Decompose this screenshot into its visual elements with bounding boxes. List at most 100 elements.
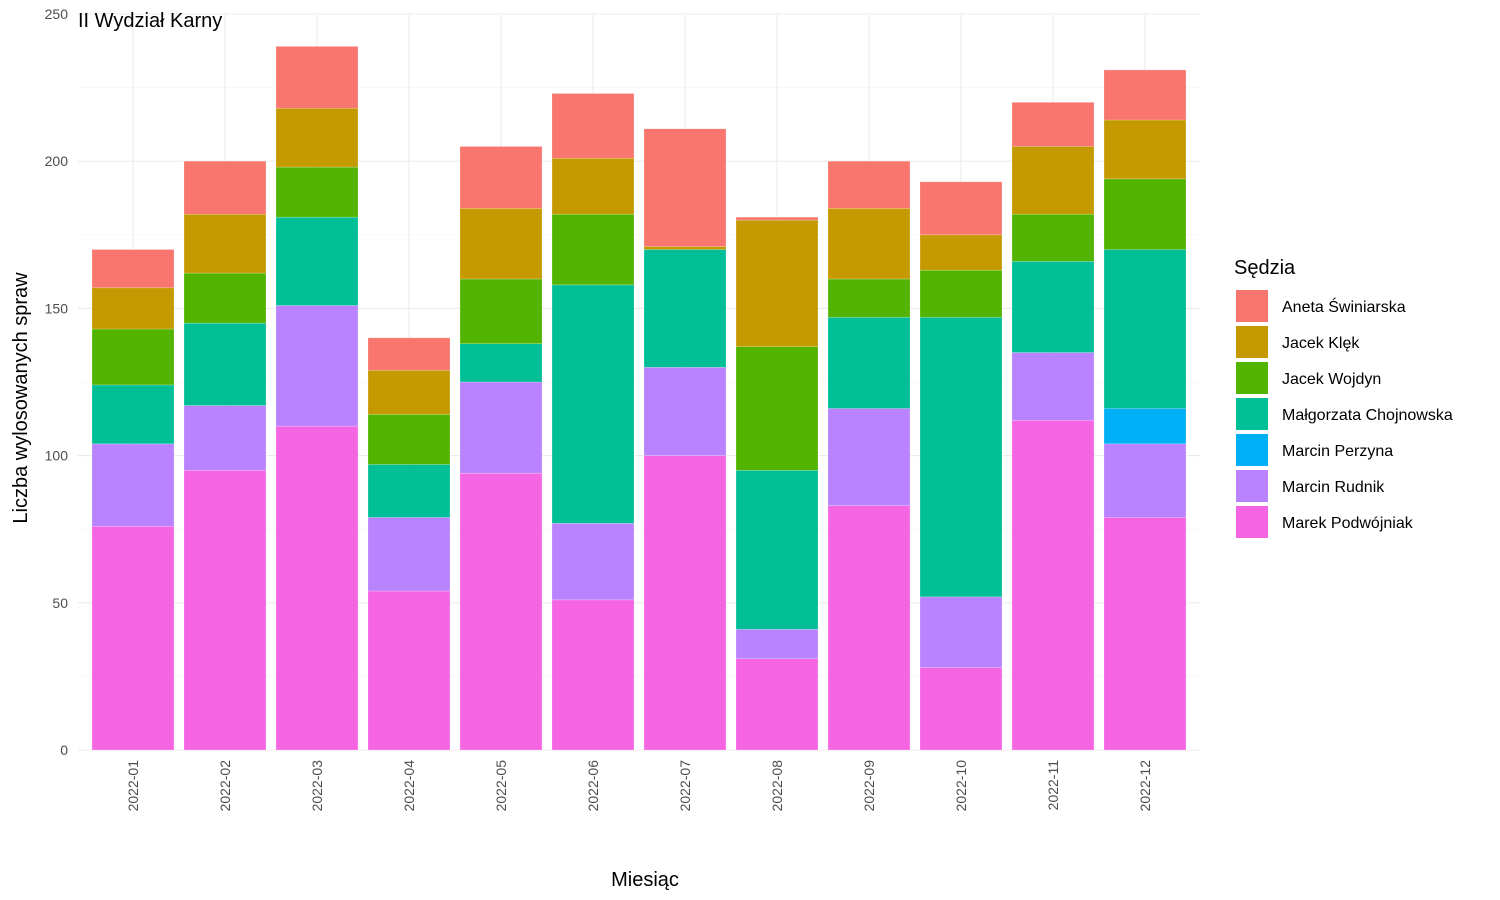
x-tick-label: 2022-01	[125, 760, 141, 812]
bar-segment	[551, 599, 635, 751]
bar-segment	[919, 316, 1003, 598]
bar-segment	[275, 107, 359, 168]
x-axis-ticks: 2022-01 2022-02 2022-03 2022-04 2022-05 2022-…	[125, 760, 1153, 812]
bar-segment	[1011, 260, 1095, 353]
x-tick-label: 2022-09	[861, 760, 877, 812]
y-axis-ticks: 0 50 100 150 200 250	[45, 6, 69, 758]
x-tick-label: 2022-11	[1045, 760, 1061, 811]
y-tick-label: 250	[45, 6, 69, 22]
x-tick-label: 2022-12	[1137, 760, 1153, 812]
bar-segment	[459, 278, 543, 345]
bar-segment	[1103, 178, 1187, 250]
bar-segment	[643, 249, 727, 368]
bar-segment	[275, 425, 359, 751]
y-tick-label: 0	[60, 742, 68, 758]
bar-segment	[1103, 443, 1187, 518]
legend-swatch	[1236, 506, 1268, 538]
bar-segment	[1103, 249, 1187, 409]
bar-segment	[91, 328, 175, 386]
bar-segment	[183, 272, 267, 324]
legend-swatch	[1236, 326, 1268, 358]
bar-segment	[919, 269, 1003, 318]
bar-segment	[643, 128, 727, 247]
x-tick-label: 2022-06	[585, 760, 601, 812]
bar-segment	[827, 278, 911, 318]
x-tick-label: 2022-08	[769, 760, 785, 812]
bar-segment	[459, 343, 543, 383]
bar-segment	[1103, 408, 1187, 445]
bar-segment	[183, 160, 267, 215]
bar-segment	[551, 213, 635, 286]
bar-segment	[1011, 352, 1095, 421]
bar-segment	[367, 414, 451, 465]
bars	[91, 46, 1187, 751]
y-tick-label: 200	[45, 153, 69, 169]
bar-segment	[183, 470, 267, 751]
bar-segment	[1011, 213, 1095, 262]
x-tick-label: 2022-10	[953, 760, 969, 812]
bar-segment	[735, 216, 819, 221]
bar-segment	[919, 234, 1003, 271]
x-axis-title: Miesiąc	[611, 869, 679, 891]
y-tick-label: 50	[52, 595, 68, 611]
bar-segment	[551, 284, 635, 524]
bar-segment	[919, 596, 1003, 668]
y-tick-label: 100	[45, 448, 69, 464]
bar-segment	[367, 517, 451, 592]
bar-segment	[643, 366, 727, 456]
bar-segment	[91, 443, 175, 527]
bar-segment	[919, 667, 1003, 751]
bar-segment	[91, 287, 175, 330]
bar-segment	[551, 157, 635, 215]
bar-segment	[735, 219, 819, 347]
bar-segment	[1103, 119, 1187, 180]
legend-label: Aneta Świniarska	[1282, 297, 1406, 316]
bar-segment	[735, 658, 819, 751]
bar-segment	[183, 405, 267, 471]
bar-segment	[275, 166, 359, 218]
y-tick-label: 150	[45, 300, 69, 316]
legend-label: Małgorzata Chojnowska	[1282, 407, 1453, 424]
bar-segment	[1103, 69, 1187, 121]
bar-segment	[827, 208, 911, 280]
legend-items: Aneta Świniarska Jacek Klęk Jacek Wojdyn Ma…	[1236, 290, 1453, 538]
bar-segment	[459, 208, 543, 280]
bar-segment	[91, 525, 175, 751]
legend-swatch	[1236, 290, 1268, 322]
bar-segment	[367, 369, 451, 415]
bar-segment	[367, 464, 451, 518]
legend-title: Sędzia	[1234, 257, 1296, 279]
y-axis-title: Liczba wylosowanych spraw	[10, 272, 32, 524]
bar-segment	[551, 523, 635, 601]
x-tick-label: 2022-07	[677, 760, 693, 812]
legend-label: Marek Podwójniak	[1282, 515, 1414, 532]
legend-swatch	[1236, 398, 1268, 430]
x-tick-label: 2022-03	[309, 760, 325, 812]
legend-swatch	[1236, 362, 1268, 394]
bar-segment	[91, 249, 175, 289]
legend: Sędzia Aneta Świniarska Jacek Klęk Jacek W…	[1234, 257, 1453, 538]
bar-segment	[735, 628, 819, 660]
bar-segment	[459, 146, 543, 209]
legend-label: Jacek Klęk	[1282, 335, 1360, 352]
bar-segment	[827, 505, 911, 751]
bar-segment	[551, 93, 635, 159]
bar-segment	[459, 472, 543, 751]
bar-segment	[1011, 146, 1095, 215]
bar-segment	[1011, 102, 1095, 147]
bar-segment	[367, 590, 451, 751]
legend-swatch	[1236, 434, 1268, 466]
legend-swatch	[1236, 470, 1268, 502]
bar-segment	[275, 216, 359, 306]
x-tick-label: 2022-05	[493, 760, 509, 812]
bar-segment	[91, 384, 175, 445]
bar-segment	[735, 470, 819, 630]
bar-segment	[827, 160, 911, 209]
x-tick-label: 2022-02	[217, 760, 233, 812]
legend-label: Marcin Perzyna	[1282, 443, 1393, 460]
bar-segment	[275, 305, 359, 427]
legend-label: Jacek Wojdyn	[1282, 371, 1381, 388]
bar-segment	[183, 213, 267, 274]
bar-segment	[827, 408, 911, 506]
